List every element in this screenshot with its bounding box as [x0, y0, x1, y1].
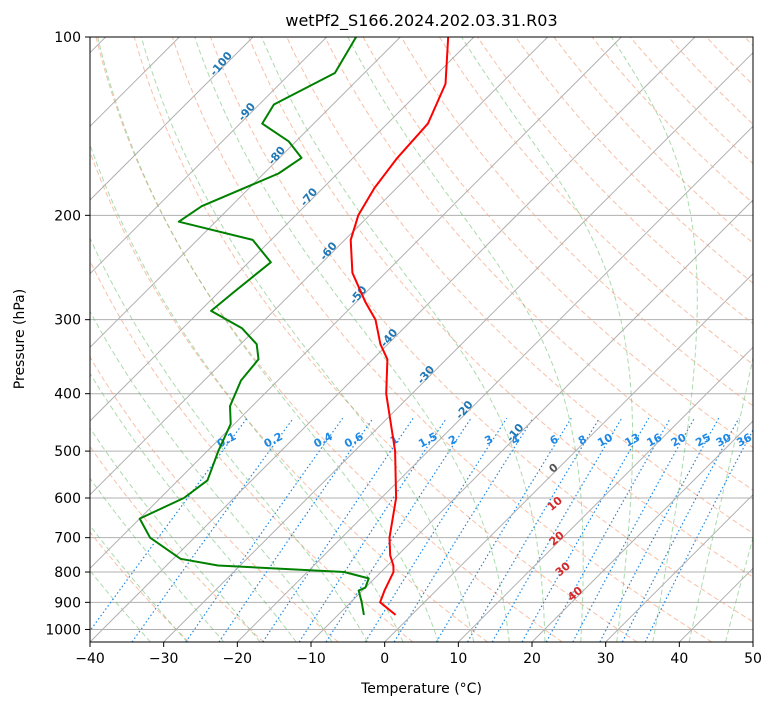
moist-adiabat [90, 142, 404, 642]
moist-adiabats [90, 37, 753, 642]
mixing-ratio-line [298, 417, 448, 642]
moist-adiabat [610, 37, 698, 642]
mixing-ratio-line [545, 417, 672, 642]
isotherm-line [384, 272, 753, 642]
dry-adiabat [324, 37, 753, 491]
x-tick-label: 40 [670, 651, 688, 667]
mixing-ratio-label: 10 [595, 431, 615, 450]
isobar-gridlines [90, 37, 753, 630]
isotherm-line [90, 37, 622, 570]
mixing-ratio-label: 25 [693, 431, 713, 450]
skewed-isotherms [90, 37, 753, 642]
y-tick-label: 900 [54, 595, 81, 611]
isotherm-line [531, 420, 753, 642]
mixing-ratio-line [572, 417, 695, 642]
mixing-ratio-lines [90, 417, 753, 642]
y-tick-label: 1000 [45, 622, 81, 638]
mixing-ratio-label: 30 [714, 431, 734, 450]
mixing-ratio-line [621, 417, 740, 642]
y-tick-label: 600 [54, 491, 81, 507]
y-tick-label: 300 [54, 313, 81, 329]
moist-adiabat [140, 37, 475, 642]
isotherm-line [90, 37, 401, 349]
dewpoint-profile [138, 37, 370, 616]
mixing-ratio-line [131, 417, 294, 642]
x-tick-label: −30 [149, 651, 179, 667]
isotherm-line [310, 199, 753, 642]
mixing-ratio-line [644, 428, 753, 642]
moist-adiabat [90, 310, 333, 642]
y-tick-label: 100 [54, 30, 81, 46]
dry-adiabat [515, 37, 753, 284]
moist-adiabat [97, 37, 439, 642]
mixing-ratio-labels: 0.1 0.2 0.4 0.6 1 1.5 2 3 4 6 8 10 13 16 20 25 30 36 [215, 430, 754, 451]
isotherm-line [90, 37, 328, 275]
dry-adiabat [400, 37, 753, 407]
x-tick-label: 50 [744, 651, 762, 667]
x-tick-label: −20 [223, 651, 253, 667]
mixing-ratio-label: 13 [623, 431, 643, 450]
y-tick-label: 200 [54, 208, 81, 224]
x-tick-label: 30 [597, 651, 615, 667]
y-axis-label: Pressure (hPa) [12, 289, 28, 389]
mixing-ratio-line [491, 417, 623, 642]
isotherm-line [90, 37, 549, 496]
mixing-ratio-line [466, 417, 600, 642]
x-tick-label: 0 [380, 651, 389, 667]
isotherm-line [90, 37, 475, 422]
isotherm-line [90, 37, 254, 201]
dry-adiabat [438, 37, 753, 366]
moist-adiabat [90, 236, 369, 642]
x-tick-label: 20 [523, 651, 541, 667]
mixing-ratio-line [521, 417, 650, 642]
chart-title: wetPf2_S166.2024.202.03.31.R03 [285, 11, 557, 31]
sounding-profiles [138, 37, 450, 616]
moist-adiabat [688, 355, 753, 642]
moist-adiabat [90, 372, 297, 642]
mixing-ratio-label: 36 [734, 431, 754, 450]
moist-adiabat [90, 427, 261, 642]
dry-adiabat [90, 150, 488, 642]
temperature-profile [349, 37, 450, 616]
y-tick-label: 500 [54, 444, 81, 460]
moist-adiabat [261, 37, 546, 642]
mixing-ratio-label: 20 [669, 431, 689, 450]
mixing-ratio-line [393, 417, 534, 642]
y-axis: 1000 900 800 700 600 500 400 300 200 100 [45, 30, 90, 638]
x-axis: −40 −30 −20 −10 0 10 20 30 40 50 [75, 642, 762, 667]
moist-adiabat [725, 536, 753, 642]
mixing-ratio-line [90, 417, 248, 632]
mixing-ratio-line [364, 417, 508, 642]
moist-adiabat [194, 37, 510, 642]
mixing-ratio-label: 16 [645, 431, 665, 450]
isotherm-line [90, 37, 696, 642]
moist-adiabat [347, 37, 584, 642]
dry-adiabat [90, 356, 339, 642]
x-tick-label: −10 [296, 651, 326, 667]
dry-adiabat [210, 37, 753, 623]
dry-adiabat [171, 37, 712, 642]
dry-adiabat [90, 531, 190, 642]
mixing-ratio-line [262, 417, 414, 642]
dry-adiabat [133, 37, 638, 642]
isotherm-line [163, 51, 753, 642]
dry-adiabat [90, 445, 264, 642]
dry-adiabat [248, 37, 753, 578]
x-tick-label: −40 [75, 651, 105, 667]
isotherm-line [605, 493, 753, 642]
y-tick-label: 700 [54, 531, 81, 547]
mixing-ratio-line [599, 417, 720, 642]
isotherm-line [236, 125, 753, 642]
y-tick-label: 800 [54, 565, 81, 581]
plot-frame [89, 36, 754, 643]
mixing-ratio-line [325, 417, 472, 642]
y-tick-label: 400 [54, 387, 81, 403]
x-axis-label: Temperature (°C) [360, 681, 482, 697]
moist-adiabat [90, 477, 225, 642]
isotherm-line [457, 346, 753, 642]
x-tick-label: 10 [449, 651, 467, 667]
